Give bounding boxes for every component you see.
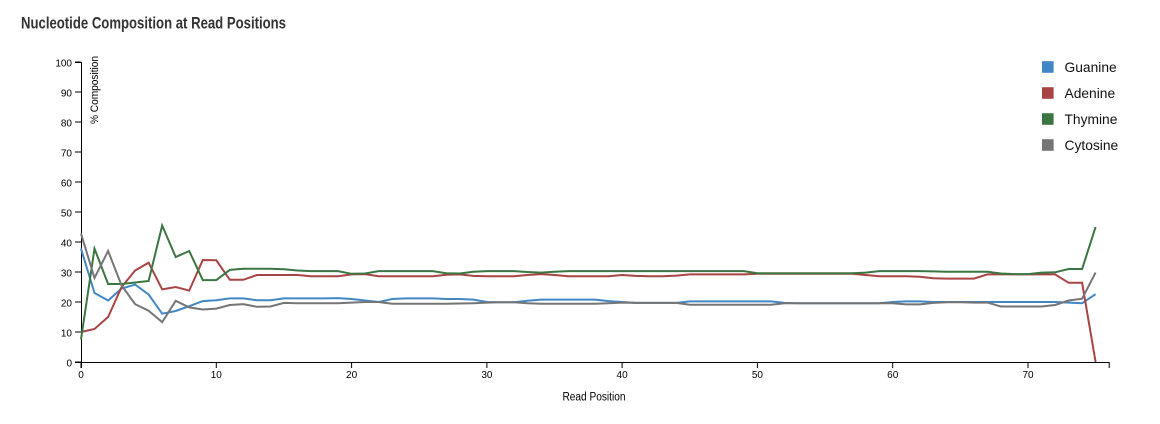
- svg-text:60: 60: [887, 370, 899, 381]
- svg-text:70: 70: [61, 149, 73, 160]
- svg-text:80: 80: [61, 119, 73, 130]
- svg-text:20: 20: [346, 370, 358, 381]
- svg-text:0: 0: [78, 370, 84, 381]
- svg-text:Adenine: Adenine: [1065, 86, 1116, 101]
- svg-text:10: 10: [61, 329, 73, 340]
- svg-text:50: 50: [752, 370, 764, 381]
- svg-text:40: 40: [61, 239, 73, 250]
- svg-text:Guanine: Guanine: [1065, 60, 1117, 75]
- svg-text:% Composition: % Composition: [89, 56, 101, 124]
- svg-text:0: 0: [66, 359, 72, 370]
- svg-text:Cytosine: Cytosine: [1065, 138, 1119, 153]
- svg-text:Nucleotide Composition at Read: Nucleotide Composition at Read Positions: [21, 13, 286, 32]
- svg-text:Read Position: Read Position: [563, 392, 626, 404]
- svg-text:70: 70: [1022, 370, 1034, 381]
- svg-text:60: 60: [61, 179, 73, 190]
- svg-text:40: 40: [617, 370, 629, 381]
- svg-text:20: 20: [61, 299, 73, 310]
- svg-text:30: 30: [61, 269, 73, 280]
- svg-text:Thymine: Thymine: [1065, 112, 1118, 127]
- svg-text:30: 30: [481, 370, 493, 381]
- svg-text:100: 100: [55, 59, 72, 70]
- svg-text:10: 10: [211, 370, 223, 381]
- svg-text:90: 90: [61, 89, 73, 100]
- svg-text:50: 50: [61, 209, 73, 220]
